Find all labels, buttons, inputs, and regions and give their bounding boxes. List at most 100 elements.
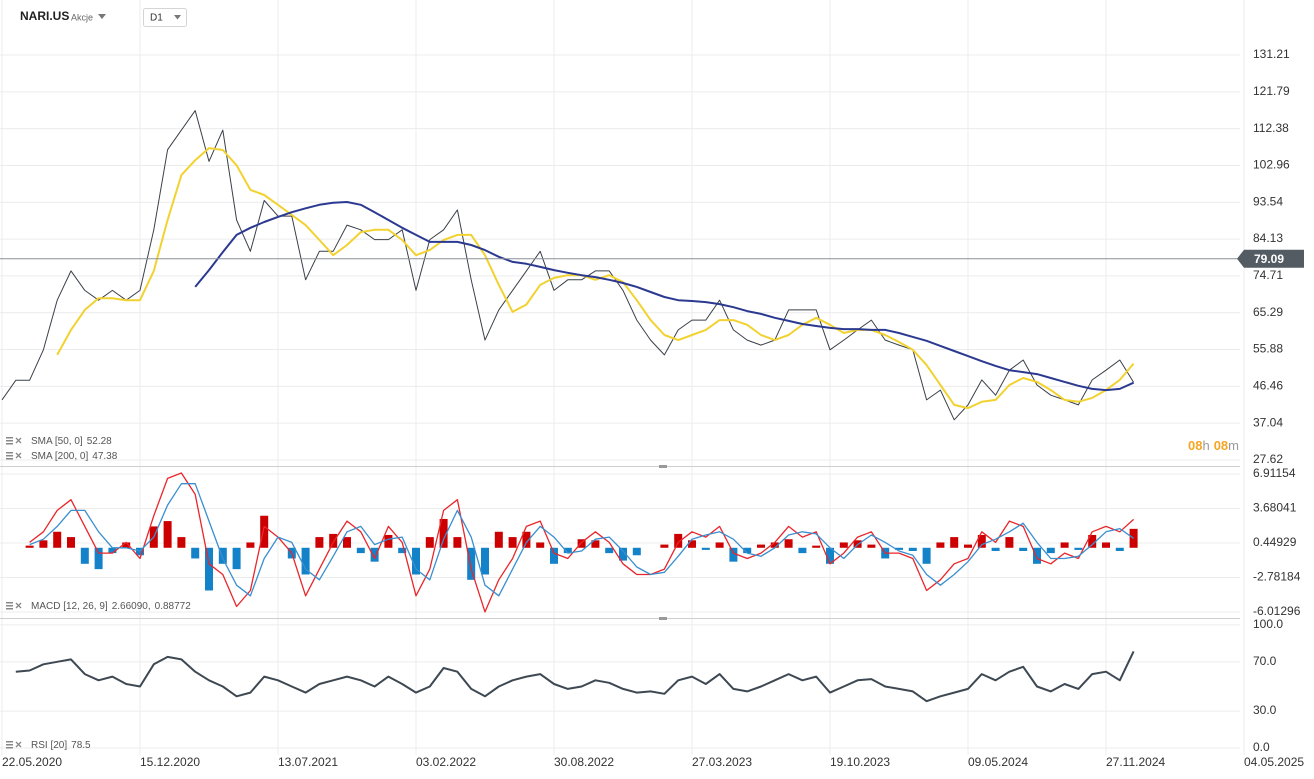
histogram-bar (260, 515, 269, 548)
histogram-bar (481, 547, 489, 575)
legend-menu-icon[interactable] (6, 455, 13, 457)
histogram-bar (356, 547, 365, 554)
histogram-bar (1060, 542, 1069, 548)
countdown-hours: 08 (1188, 438, 1202, 453)
legend-close-icon[interactable] (15, 741, 22, 748)
x-tick-label: 19.10.2023 (830, 755, 890, 769)
histogram-bar (439, 518, 448, 548)
histogram-bar (301, 547, 310, 575)
legend-entry: RSI [20] 78.5 (31, 740, 91, 751)
legend-menu-icon[interactable] (6, 440, 13, 442)
y-tick-label: 46.46 (1253, 379, 1283, 393)
x-tick-label: 15.12.2020 (140, 755, 200, 769)
histogram-bar (1046, 547, 1055, 554)
legend-separator: , (148, 601, 151, 612)
histogram-bar (1005, 537, 1014, 548)
symbol-dropdown[interactable] (98, 14, 106, 19)
countdown: 08h 08m (1188, 438, 1239, 453)
legend-menu-icon[interactable] (6, 747, 13, 749)
rsi-line (15, 650, 1135, 703)
histogram-bar (826, 547, 834, 564)
x-tick-label: 04.05.2025 (1244, 755, 1304, 769)
histogram-bar (205, 547, 213, 591)
histogram-bar (1033, 547, 1041, 564)
legend-menu-icon[interactable] (6, 605, 13, 607)
legend-name: SMA [200, 0] (31, 451, 88, 462)
histogram-bar (412, 547, 420, 575)
histogram-bar (67, 537, 75, 548)
histogram-bar (343, 537, 351, 548)
histogram-bar (1074, 547, 1083, 550)
y-tick-label: 74.71 (1253, 268, 1283, 282)
histogram-bar (977, 534, 986, 548)
histogram-bar (1102, 542, 1110, 548)
y-tick-label: 112.38 (1253, 121, 1289, 135)
histogram-bar (770, 542, 779, 548)
y-tick-label: 0.44929 (1253, 535, 1297, 549)
histogram-bar (122, 542, 131, 548)
legend-close-icon[interactable] (15, 437, 22, 444)
countdown-m: m (1228, 438, 1239, 453)
legend-menu-icon[interactable] (6, 443, 13, 445)
histogram-bar (218, 547, 227, 564)
y-tick-label: 37.04 (1253, 415, 1283, 429)
histogram-bar (660, 544, 669, 548)
histogram-bar (701, 547, 710, 550)
grid-layer (0, 0, 1245, 755)
histogram-bar (398, 547, 407, 554)
histogram-bar (743, 547, 752, 554)
legend-menu-icon[interactable] (6, 741, 13, 743)
histogram-bar (729, 547, 738, 562)
legend-menu-icon[interactable] (6, 608, 13, 610)
histogram-bar (867, 544, 876, 548)
histogram-bar (53, 531, 62, 548)
legend-close-icon[interactable] (15, 452, 22, 459)
resize-handle[interactable] (659, 617, 667, 620)
y-tick-label: 121.79 (1253, 84, 1290, 98)
resize-handle[interactable] (659, 465, 667, 468)
legend-menu-icon[interactable] (6, 452, 13, 454)
histogram-bar (563, 547, 572, 554)
histogram-bar (536, 542, 545, 548)
legend-name: MACD [12, 26, 9] (31, 601, 108, 612)
histogram-bar (453, 537, 462, 548)
histogram-bar (922, 547, 931, 564)
sma-line (56, 147, 1135, 410)
x-tick-label: 27.03.2023 (692, 755, 752, 769)
histogram-bar (329, 533, 338, 548)
legend-menu-icon[interactable] (6, 602, 13, 604)
histogram-bar (177, 537, 186, 548)
legend-name: RSI [20] (31, 740, 67, 751)
histogram-bar (812, 545, 821, 548)
legend-close-icon[interactable] (15, 602, 22, 609)
legend-menu-icon[interactable] (6, 458, 13, 460)
histogram-bar (25, 545, 34, 548)
legend-menu-icon[interactable] (6, 437, 13, 439)
asset-class: Akcje (71, 12, 93, 22)
histogram-bar (688, 540, 696, 548)
histogram-bar (315, 537, 324, 548)
histogram-bar (163, 521, 172, 548)
histogram-bar (632, 547, 641, 556)
legend-menu-icon[interactable] (6, 744, 13, 746)
legend-value: 0.88772 (155, 601, 192, 612)
histogram-bar (94, 547, 103, 570)
macd-panel (25, 472, 1138, 613)
x-tick-label: 22.05.2020 (2, 755, 62, 769)
y-tick-label: 55.88 (1253, 342, 1283, 356)
macd-line (29, 472, 1135, 613)
histogram-bar (605, 547, 614, 554)
interval-dropdown[interactable] (174, 15, 181, 20)
histogram-bar (550, 547, 558, 564)
y-tick-label: 84.13 (1253, 231, 1283, 245)
y-tick-label: 131.21 (1253, 47, 1290, 61)
label-layer: 22.05.2020 15.12.2020 13.07.2021 03.02.2022… (2, 47, 1304, 769)
interval-select[interactable] (143, 8, 187, 27)
histogram-bar (839, 542, 848, 548)
interval: D1 (150, 13, 163, 24)
histogram-bar (425, 537, 434, 548)
histogram-bar (494, 531, 503, 548)
histogram-bar (964, 544, 972, 548)
histogram-bar (108, 547, 117, 554)
